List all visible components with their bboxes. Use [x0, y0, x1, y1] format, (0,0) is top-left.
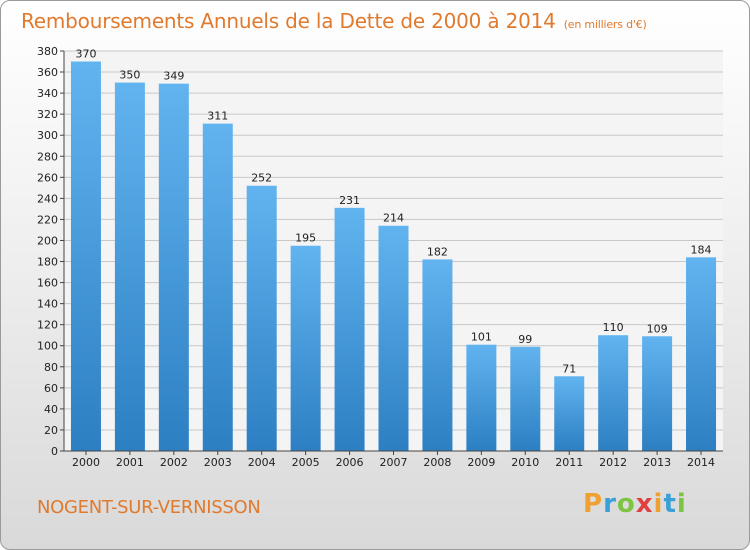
y-tick-label: 200: [37, 234, 58, 247]
bar-2003: [202, 123, 233, 451]
x-tick-label: 2012: [599, 456, 627, 469]
data-label-2007: 214: [383, 212, 404, 225]
y-tick-label: 60: [44, 382, 58, 395]
data-label-2008: 182: [427, 245, 448, 258]
logo-letter: i: [676, 489, 687, 519]
data-label-2002: 349: [163, 70, 184, 83]
y-axis: 0 20 40 60 80 100 120 140 160 180 200 220 240 260 280 3…: [37, 45, 65, 458]
x-tick-label: 2006: [336, 456, 364, 469]
chart-title-text: Remboursements Annuels de la Dette de 20…: [21, 9, 556, 33]
x-tick-label: 2004: [248, 456, 276, 469]
bar-2007: [378, 225, 409, 451]
bar-2005: [290, 245, 321, 451]
y-tick-label: 120: [37, 319, 58, 332]
y-tick-label: 320: [37, 108, 58, 121]
x-tick-label: 2002: [160, 456, 188, 469]
logo-letter: r: [603, 489, 617, 519]
proxiti-logo[interactable]: Proxiti: [583, 489, 687, 519]
bar-2008: [422, 259, 453, 451]
data-label-2013: 109: [647, 322, 668, 335]
y-tick-label: 340: [37, 87, 58, 100]
logo-letter: x: [635, 489, 654, 519]
y-tick-label: 0: [51, 445, 58, 458]
x-tick-label: 2003: [204, 456, 232, 469]
data-label-2000: 370: [75, 48, 96, 61]
x-tick-label: 2008: [423, 456, 451, 469]
data-label-2005: 195: [295, 232, 316, 245]
bar-2004: [246, 185, 277, 451]
y-tick-label: 140: [37, 298, 58, 311]
logo-letter: o: [616, 489, 636, 519]
chart-title: Remboursements Annuels de la Dette de 20…: [21, 9, 647, 33]
y-tick-label: 360: [37, 66, 58, 79]
x-tick-label: 2005: [292, 456, 320, 469]
bars: [70, 61, 717, 452]
y-tick-label: 40: [44, 403, 58, 416]
y-tick-label: 100: [37, 340, 58, 353]
x-tick-label: 2010: [511, 456, 539, 469]
commune-name: NOGENT-SUR-VERNISSON: [37, 497, 261, 518]
y-tick-label: 260: [37, 171, 58, 184]
x-tick-label: 2000: [72, 456, 100, 469]
x-tick-label: 2009: [467, 456, 495, 469]
bar-2006: [334, 207, 365, 451]
data-label-2014: 184: [691, 243, 712, 256]
data-label-2012: 110: [603, 321, 624, 334]
data-label-2011: 71: [562, 362, 576, 375]
data-label-2001: 350: [119, 69, 140, 82]
data-label-2009: 101: [471, 331, 492, 344]
bar-2000: [70, 61, 101, 452]
x-axis: 2000 2001 2002 2003 2004 2005 2006 2007 2008 2009…: [64, 450, 723, 469]
x-tick-label: 2007: [380, 456, 408, 469]
logo-letter: t: [663, 489, 677, 519]
y-tick-label: 380: [37, 45, 58, 58]
y-tick-label: 20: [44, 424, 58, 437]
x-tick-label: 2014: [687, 456, 715, 469]
logo-letter: P: [583, 489, 604, 519]
x-tick-label: 2013: [643, 456, 671, 469]
data-label-2006: 231: [339, 194, 360, 207]
y-tick-label: 80: [44, 361, 58, 374]
y-tick-label: 180: [37, 256, 58, 269]
x-tick-label: 2001: [116, 456, 144, 469]
bar-2012: [598, 335, 629, 451]
bar-2014: [686, 257, 717, 451]
y-tick-label: 280: [37, 150, 58, 163]
bar-2010: [510, 346, 541, 451]
data-label-2004: 252: [251, 172, 272, 185]
data-labels: 370 350 349 311 252 195 231 214 182 101 99 71 110 109…: [75, 48, 711, 376]
bar-2013: [642, 336, 673, 451]
data-label-2010: 99: [518, 333, 532, 346]
x-tick-label: 2011: [555, 456, 583, 469]
bar-2009: [466, 344, 497, 451]
chart-unit: (en milliers d'€): [563, 18, 647, 31]
y-tick-label: 220: [37, 213, 58, 226]
y-tick-label: 240: [37, 192, 58, 205]
logo-letter: i: [653, 489, 664, 519]
bar-2011: [554, 376, 585, 451]
y-tick-label: 160: [37, 277, 58, 290]
data-label-2003: 311: [207, 110, 228, 123]
y-tick-label: 300: [37, 129, 58, 142]
bar-2002: [158, 83, 189, 451]
bar-2001: [114, 82, 145, 451]
